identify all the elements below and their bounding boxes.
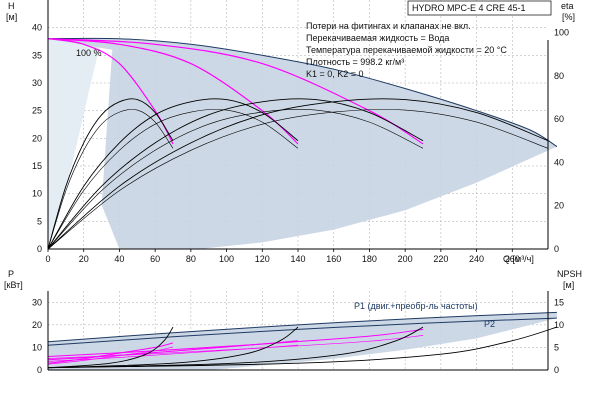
power-curve-alt-3 xyxy=(47,335,424,359)
x-tick-label: 60 xyxy=(150,254,160,264)
percent-label: 100 % xyxy=(76,48,102,58)
x-tick-label: 160 xyxy=(326,254,341,264)
efficiency-curve-1 xyxy=(47,98,174,250)
y2-axis-label-eta: eta xyxy=(561,1,574,11)
p-tick-label: 10 xyxy=(32,342,42,352)
npsh-curve-1 xyxy=(47,326,174,369)
annotation-line-3: Температура перекачиваемой жидкости = 20… xyxy=(306,45,507,55)
series-label-p2: P2 xyxy=(484,319,495,329)
envelope-outline xyxy=(47,37,558,148)
y-tick-label: 5 xyxy=(37,216,42,226)
annotation-line-4: Плотность = 998.2 кг/м³ xyxy=(306,57,404,67)
npsh-curve-4 xyxy=(47,326,558,369)
y-axis-label-p: P xyxy=(8,269,14,279)
y2-axis-unit-eta: [%] xyxy=(562,12,575,22)
x-tick-label: 200 xyxy=(398,254,413,264)
envelope-region xyxy=(48,38,557,249)
power-curve-3 xyxy=(47,328,424,357)
y2-axis-label-npsh: NPSH xyxy=(557,269,582,279)
x-tick-label: 20 xyxy=(79,254,89,264)
npsh-tick-label: 15 xyxy=(554,297,564,307)
y-tick-label: 25 xyxy=(32,106,42,116)
y-tick-label: 20 xyxy=(32,133,42,143)
x-axis-label: Q [м³/ч] xyxy=(503,254,534,264)
series-label-p1: P1 (двиг.+преобр-ль частоты) xyxy=(354,301,478,311)
y-axis-unit-p: [кВт] xyxy=(4,280,23,290)
y2-tick-label: 100 xyxy=(554,27,569,37)
x-tick-label: 0 xyxy=(45,254,50,264)
y-tick-label: 35 xyxy=(32,50,42,60)
npsh-tick-label: 0 xyxy=(554,365,559,375)
y-tick-label: 30 xyxy=(32,78,42,88)
head-curve-3 xyxy=(47,38,424,145)
y2-tick-label: 40 xyxy=(554,157,564,167)
p-tick-label: 30 xyxy=(32,297,42,307)
y2-axis-unit-npsh: [м] xyxy=(563,280,574,290)
top-envelope-area xyxy=(47,37,558,249)
bottom-curves xyxy=(47,311,558,369)
y-tick-label: 15 xyxy=(32,161,42,171)
power-series-p2 xyxy=(47,317,557,346)
y2-tick-label: 80 xyxy=(554,71,564,81)
p-tick-label: 0 xyxy=(37,365,42,375)
head-curve-2 xyxy=(47,38,299,145)
x-tick-label: 240 xyxy=(469,254,484,264)
efficiency-curve-alt-1 xyxy=(47,109,174,250)
npsh-curve-2 xyxy=(47,326,299,369)
y2-tick-label: 60 xyxy=(554,114,564,124)
y-tick-label: 10 xyxy=(32,189,42,199)
y-tick-label: 0 xyxy=(37,244,42,254)
tick-labels: 0 20 40 60 80 100 120 140 160 180 200 220 240 2600510… xyxy=(32,23,569,375)
y2-tick-label: 20 xyxy=(554,201,564,211)
efficiency-curve-alt-2 xyxy=(47,109,299,250)
annotation-line-1: Потери на фитингах и клапанах не вкл. xyxy=(306,21,471,31)
x-tick-label: 220 xyxy=(433,254,448,264)
efficiency-curve-4 xyxy=(47,98,549,250)
efficiency-curve-alt-3 xyxy=(47,109,424,250)
x-tick-label: 260 xyxy=(505,254,520,264)
y2-tick-label: 0 xyxy=(554,244,559,254)
npsh-tick-label: 5 xyxy=(554,342,559,352)
x-tick-label: 180 xyxy=(362,254,377,264)
efficiency-curve-alt-4 xyxy=(47,109,549,250)
x-tick-label: 100 xyxy=(219,254,234,264)
top-curves xyxy=(47,38,549,250)
x-tick-label: 140 xyxy=(290,254,305,264)
npsh-tick-label: 10 xyxy=(554,320,564,330)
y-axis-unit-h: [м] xyxy=(6,12,17,22)
y-axis-label-h: H xyxy=(8,1,15,11)
x-tick-label: 120 xyxy=(255,254,270,264)
annotation-line-2: Перекачиваемая жидкость = Вода xyxy=(306,33,449,43)
chart-title: HYDRO MPC-E 4 CRE 45-1 xyxy=(412,3,526,13)
x-tick-label: 80 xyxy=(186,254,196,264)
efficiency-curve-2 xyxy=(47,98,299,250)
title-box xyxy=(407,0,552,16)
p-tick-label: 20 xyxy=(32,320,42,330)
y-tick-label: 40 xyxy=(32,23,42,33)
annotation-line-5: K1 = 0, K2 = 0 xyxy=(306,69,364,79)
power-series-p1 xyxy=(47,311,557,343)
envelope-light-region xyxy=(48,38,102,249)
x-tick-label: 40 xyxy=(114,254,124,264)
